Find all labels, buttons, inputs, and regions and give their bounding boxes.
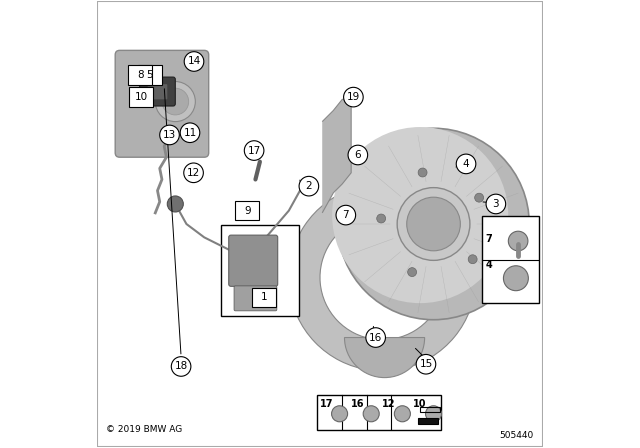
Circle shape — [418, 168, 427, 177]
Circle shape — [397, 188, 470, 260]
Text: 12: 12 — [382, 399, 396, 409]
Text: 12: 12 — [187, 168, 200, 178]
Circle shape — [504, 266, 529, 291]
Text: 7: 7 — [486, 234, 493, 244]
FancyBboxPatch shape — [317, 395, 441, 430]
FancyBboxPatch shape — [234, 286, 277, 311]
Circle shape — [184, 52, 204, 71]
Text: 17: 17 — [248, 146, 260, 155]
FancyBboxPatch shape — [236, 201, 259, 220]
Circle shape — [162, 88, 189, 115]
Circle shape — [408, 267, 417, 276]
Text: 11: 11 — [184, 128, 196, 138]
Text: © 2019 BMW AG: © 2019 BMW AG — [106, 425, 182, 434]
Circle shape — [407, 197, 460, 251]
Text: 10: 10 — [134, 92, 148, 102]
Circle shape — [348, 145, 367, 165]
Circle shape — [172, 357, 191, 376]
Text: 7: 7 — [342, 210, 349, 220]
FancyBboxPatch shape — [115, 50, 209, 157]
Circle shape — [486, 194, 506, 214]
Text: 15: 15 — [419, 359, 433, 369]
Text: 10: 10 — [413, 399, 427, 409]
Text: 18: 18 — [175, 362, 188, 371]
Circle shape — [299, 177, 319, 196]
Circle shape — [160, 125, 179, 145]
Circle shape — [184, 163, 204, 183]
Circle shape — [332, 127, 508, 303]
Circle shape — [508, 231, 528, 251]
Text: 14: 14 — [188, 56, 200, 66]
Text: 4: 4 — [463, 159, 469, 169]
FancyBboxPatch shape — [138, 65, 162, 85]
FancyBboxPatch shape — [252, 288, 276, 307]
Circle shape — [332, 406, 348, 422]
FancyBboxPatch shape — [482, 216, 539, 303]
Text: 3: 3 — [493, 199, 499, 209]
Circle shape — [156, 82, 195, 121]
Text: 16: 16 — [351, 399, 365, 409]
Text: 2: 2 — [305, 181, 312, 191]
FancyBboxPatch shape — [129, 87, 153, 107]
Circle shape — [167, 196, 183, 212]
Text: 6: 6 — [355, 150, 361, 160]
Circle shape — [377, 214, 386, 223]
Circle shape — [456, 154, 476, 174]
FancyBboxPatch shape — [97, 1, 543, 447]
Circle shape — [366, 328, 385, 347]
FancyBboxPatch shape — [148, 84, 167, 99]
Text: 4: 4 — [486, 260, 493, 270]
Text: 505440: 505440 — [499, 431, 534, 440]
Circle shape — [180, 123, 200, 142]
Circle shape — [363, 406, 380, 422]
Polygon shape — [322, 99, 351, 213]
Text: 13: 13 — [163, 130, 176, 140]
FancyBboxPatch shape — [128, 65, 152, 85]
Circle shape — [416, 354, 436, 374]
FancyBboxPatch shape — [228, 235, 278, 286]
Text: 16: 16 — [369, 332, 382, 343]
Circle shape — [338, 128, 529, 320]
Text: 19: 19 — [347, 92, 360, 102]
Circle shape — [475, 193, 484, 202]
Wedge shape — [289, 184, 470, 371]
Text: 17: 17 — [319, 399, 333, 409]
Text: 1: 1 — [260, 293, 268, 302]
Circle shape — [336, 205, 356, 225]
Polygon shape — [418, 418, 438, 424]
FancyBboxPatch shape — [221, 225, 299, 316]
Text: 5: 5 — [147, 70, 153, 80]
Circle shape — [244, 141, 264, 160]
FancyBboxPatch shape — [140, 77, 175, 106]
Text: 8: 8 — [137, 70, 143, 80]
Wedge shape — [344, 337, 424, 378]
Text: 9: 9 — [244, 206, 251, 215]
Circle shape — [344, 87, 363, 107]
Circle shape — [394, 406, 410, 422]
Circle shape — [426, 406, 442, 422]
Circle shape — [468, 255, 477, 264]
